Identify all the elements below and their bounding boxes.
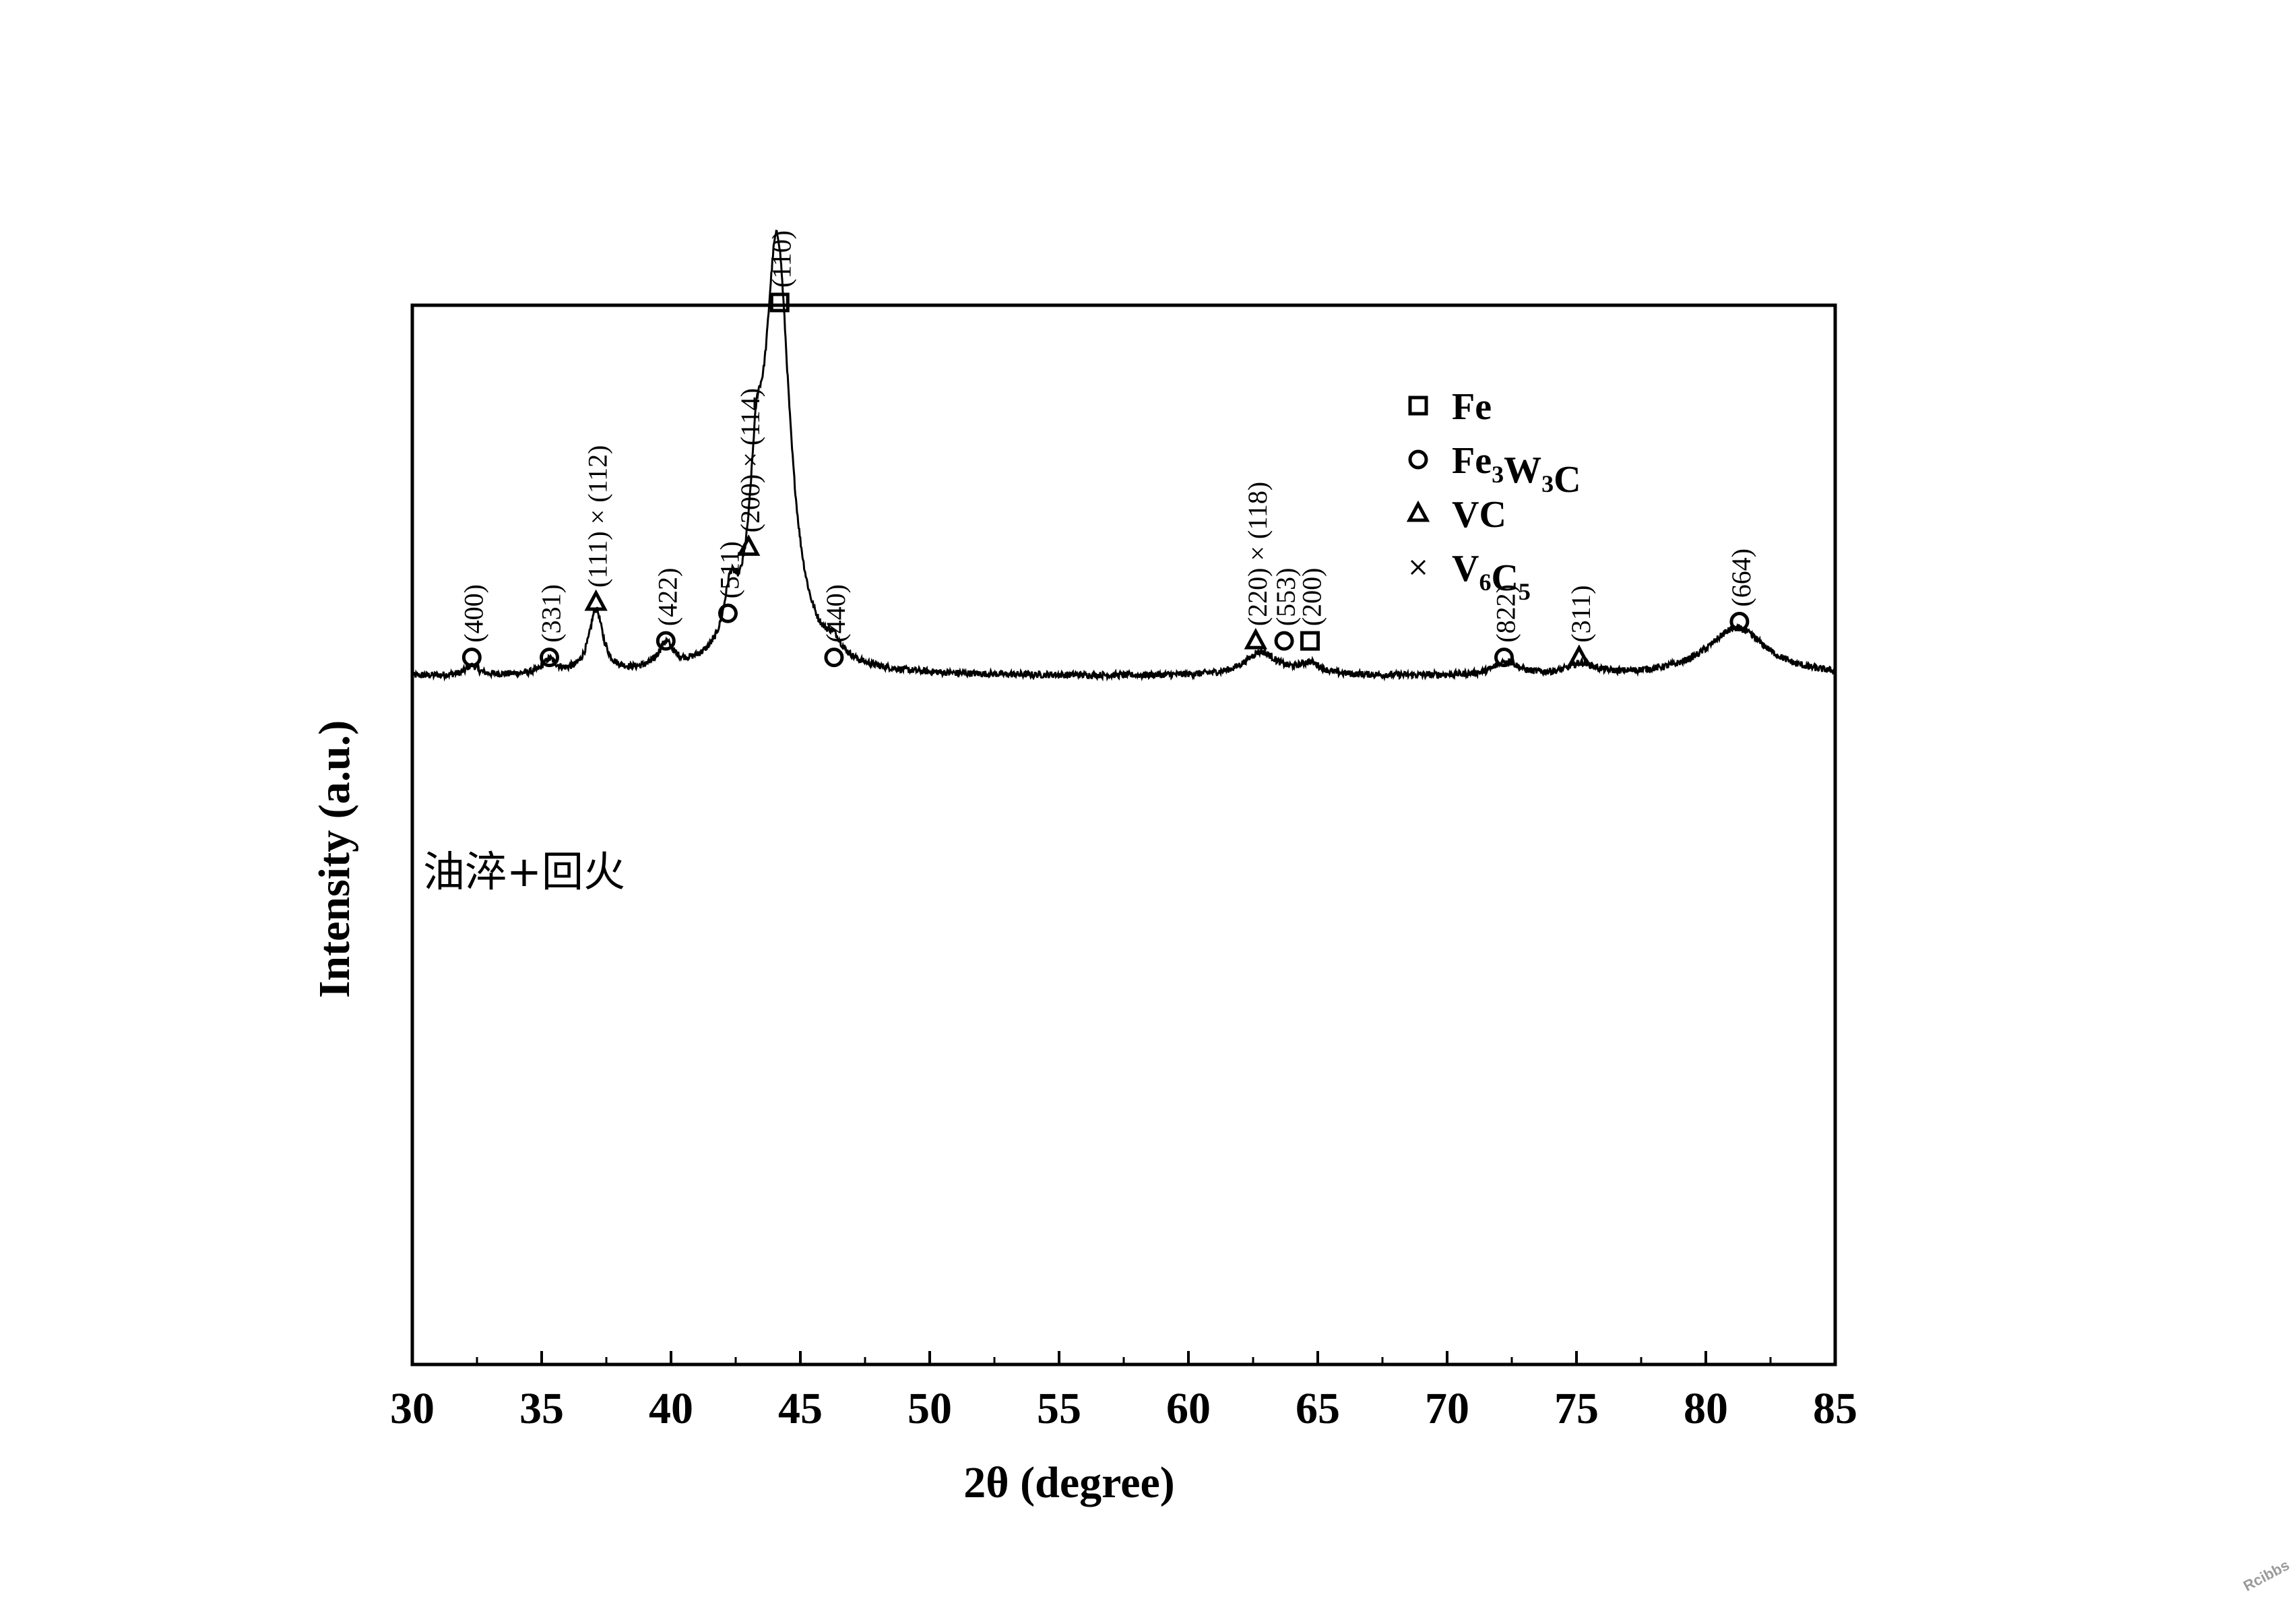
legend-subscript: 6 (1479, 569, 1491, 596)
peak-hkl-label: (511) (714, 541, 744, 598)
x-tick-label: 30 (390, 1384, 435, 1433)
peak-annotation: (400) (458, 584, 488, 668)
y-axis-title: Intensity (a.u.) (310, 720, 359, 999)
x-tick-label: 40 (649, 1384, 693, 1433)
peak-annotation: (422) (652, 567, 682, 651)
peak-hkl-label: (311) (1566, 585, 1596, 642)
x-tick-label: 55 (1037, 1384, 1081, 1433)
circle-marker-icon (1729, 612, 1750, 632)
x-tick-label: 80 (1684, 1384, 1728, 1433)
triangle-marker-icon (1244, 627, 1268, 650)
legend-text: C (1491, 557, 1518, 599)
x-tick-label: 85 (1813, 1384, 1857, 1433)
x-axis-title: 2θ (degree) (963, 1458, 1175, 1507)
triangle-marker-icon (584, 589, 608, 611)
triangle-marker-icon (737, 534, 761, 556)
legend-entry: V6C5 (1410, 548, 1531, 605)
peak-hkl-label: (220) × (118) (1242, 482, 1273, 626)
legend-entry: Fe (1408, 386, 1492, 428)
legend-subscript: 5 (1519, 578, 1531, 605)
cross-marker-icon (1410, 559, 1426, 575)
legend-text: V (1452, 548, 1479, 590)
peak-annotation: (440) (821, 584, 851, 668)
square-marker-icon (1300, 631, 1320, 651)
peak-hkl-label: (553) (1271, 567, 1301, 626)
circle-marker-icon (1408, 449, 1428, 470)
watermark: Rcibbs (2241, 1557, 2293, 1595)
peak-hkl-label: (440) (821, 584, 851, 643)
peak-annotation: (220) × (118) (1242, 482, 1273, 650)
peak-annotation: (200) × (114) (735, 388, 765, 556)
circle-marker-icon (656, 631, 676, 651)
square-marker-icon (769, 292, 790, 313)
circle-marker-icon (1274, 631, 1294, 651)
legend-text: W (1504, 449, 1541, 491)
peak-hkl-label: (822) (1490, 584, 1521, 643)
x-tick-label: 45 (778, 1384, 823, 1433)
sample-label: 油淬+回火 (423, 847, 625, 896)
peak-hkl-label: (200) (1296, 567, 1327, 626)
legend-entry: Fe3W3C (1408, 440, 1581, 501)
circle-marker-icon (540, 648, 560, 668)
peak-hkl-label: (331) (536, 584, 567, 643)
peak-hkl-label: (664) (1726, 548, 1756, 607)
peak-hkl-label: (110) (766, 230, 796, 288)
legend-text: Fe (1452, 386, 1492, 428)
peak-annotation: (331) (536, 584, 567, 668)
peak-annotation: (311) (1566, 585, 1596, 666)
peak-annotation: (664) (1726, 548, 1756, 632)
circle-marker-icon (1494, 648, 1514, 668)
legend-text: VC (1452, 494, 1506, 536)
xrd-curve-layer (411, 229, 1837, 682)
legend-text: C (1554, 459, 1581, 501)
legend-label: Fe3W3C (1452, 440, 1581, 501)
peak-hkl-label: (400) (458, 584, 488, 643)
x-tick-label: 70 (1425, 1384, 1469, 1433)
peak-annotation: (200) (1296, 567, 1327, 651)
peak-annotation: (822) (1490, 584, 1521, 668)
circle-marker-icon (824, 648, 844, 668)
legend-label: VC (1452, 494, 1506, 536)
triangle-marker-icon (1406, 500, 1430, 522)
x-tick-label: 50 (907, 1384, 952, 1433)
x-tick-label: 75 (1554, 1384, 1599, 1433)
circle-marker-icon (461, 648, 482, 668)
x-tick-label: 35 (519, 1384, 564, 1433)
xrd-pattern-line (411, 229, 1837, 682)
legend-text: Fe (1452, 440, 1492, 482)
circle-marker-icon (718, 603, 738, 623)
x-tick-label: 60 (1166, 1384, 1211, 1433)
legend-subscript: 3 (1492, 461, 1504, 488)
triangle-marker-icon (1567, 644, 1591, 666)
legend-label: V6C5 (1452, 548, 1531, 605)
cross-stroke (1410, 559, 1426, 575)
x-axis-ticks: 30 35 40 45 50 55 60 65 70 75 80 85 (390, 1351, 1857, 1433)
legend-label: Fe (1452, 386, 1492, 428)
peak-hkl-label: (200) × (114) (735, 388, 765, 532)
legend-subscript: 3 (1541, 470, 1554, 497)
peak-annotation: (511) (714, 541, 744, 623)
x-tick-label: 65 (1296, 1384, 1340, 1433)
peak-annotations: (400) (331) (111) × (112) (422) (511) (200) ×… (458, 230, 1756, 668)
legend-entry: VC (1406, 494, 1506, 536)
square-marker-icon (1408, 396, 1428, 416)
peak-annotation: (111) × (112) (583, 445, 613, 611)
peak-hkl-label: (111) × (112) (583, 445, 613, 588)
peak-annotation: (553) (1271, 567, 1301, 651)
plot-frame (410, 303, 1837, 1366)
peak-hkl-label: (422) (652, 567, 682, 626)
peak-annotation: (110) (766, 230, 796, 313)
